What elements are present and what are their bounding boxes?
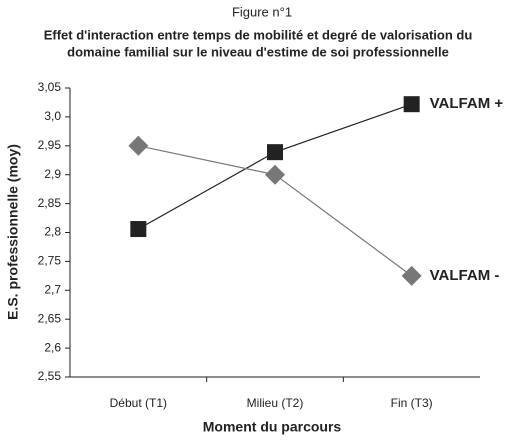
y-tick-label: 2,85	[38, 196, 62, 210]
y-tick-label: 2,9	[44, 167, 61, 181]
y-tick-label: 2,75	[38, 254, 62, 268]
y-tick-label: 3,05	[38, 80, 62, 94]
chart-subtitle: Effet d'interaction entre temps de mobil…	[44, 27, 473, 42]
marker	[401, 265, 422, 286]
marker	[130, 221, 147, 238]
legend-label: VALFAM +	[430, 95, 504, 112]
legend-label: VALFAM -	[430, 267, 500, 284]
y-tick-label: 2,6	[44, 340, 61, 354]
x-tick-label: Milieu (T2)	[247, 396, 304, 410]
chart-title: Figure n°1	[232, 4, 292, 19]
x-tick-label: Début (T1)	[110, 396, 167, 410]
x-axis-title: Moment du parcours	[203, 419, 342, 435]
y-tick-label: 2,55	[38, 369, 62, 383]
marker	[403, 96, 420, 113]
y-tick-label: 2,95	[38, 138, 62, 152]
marker	[267, 144, 283, 161]
y-tick-label: 2,7	[44, 282, 61, 296]
y-tick-label: 2,65	[38, 311, 62, 325]
chart-subtitle: domaine familial sur le niveau d'estime …	[67, 44, 449, 59]
y-axis-title: E.S. professionnelle (moy)	[5, 144, 21, 320]
marker	[265, 164, 285, 185]
x-tick-label: Fin (T3)	[391, 396, 433, 410]
y-tick-label: 3,0	[44, 109, 61, 123]
marker	[128, 135, 149, 156]
y-tick-label: 2,8	[44, 225, 61, 239]
